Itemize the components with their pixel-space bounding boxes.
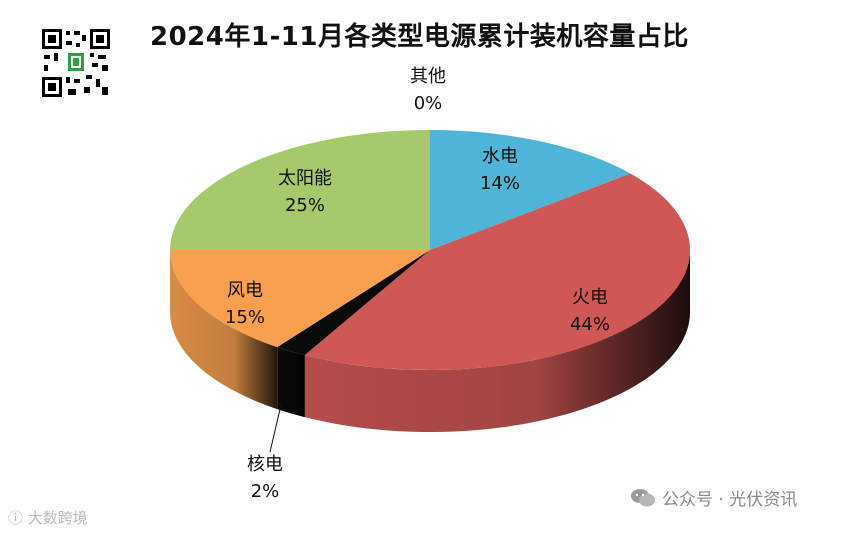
slice-label-5: 太阳能 (278, 168, 332, 189)
wechat-icon (631, 489, 655, 507)
watermark-right: 公众号 · 光伏资讯 (630, 485, 797, 510)
slice-label-1: 水电 (482, 146, 518, 167)
slice-value-4: 15% (225, 307, 265, 328)
slice-value-5: 25% (285, 195, 325, 216)
slice-value-2: 44% (570, 314, 610, 335)
pie-side-shade-2 (304, 250, 690, 432)
slice-label-2: 火电 (572, 287, 608, 308)
slice-value-6: 0% (414, 93, 443, 114)
slice-label-4: 风电 (227, 280, 263, 301)
pie-slice-4 (170, 250, 430, 348)
slice-value-1: 14% (480, 173, 520, 194)
pie-slice-5 (170, 130, 430, 250)
slice-label-6: 其他 (410, 66, 446, 87)
leader-line-3 (269, 404, 282, 453)
slice-label-3: 核电 (247, 454, 283, 475)
pie-slice-2 (304, 173, 690, 371)
slice-value-3: 2% (251, 481, 280, 502)
pie-side-shade-4 (170, 250, 278, 410)
watermark-logo-icon: ⓘ (8, 509, 24, 527)
watermark-right-text: 公众号 · 光伏资讯 (662, 490, 798, 510)
pie-slice-1 (430, 130, 631, 250)
pie-slice-3 (277, 250, 430, 356)
chart-title: 2024年1-11月各类型电源累计装机容量占比 (150, 22, 689, 52)
watermark-left-text: 大数跨境 (27, 509, 88, 527)
watermark-left: ⓘ 大数跨境 (8, 507, 88, 528)
pie-side-shade-3 (277, 347, 305, 418)
qr-code-icon (40, 27, 112, 99)
